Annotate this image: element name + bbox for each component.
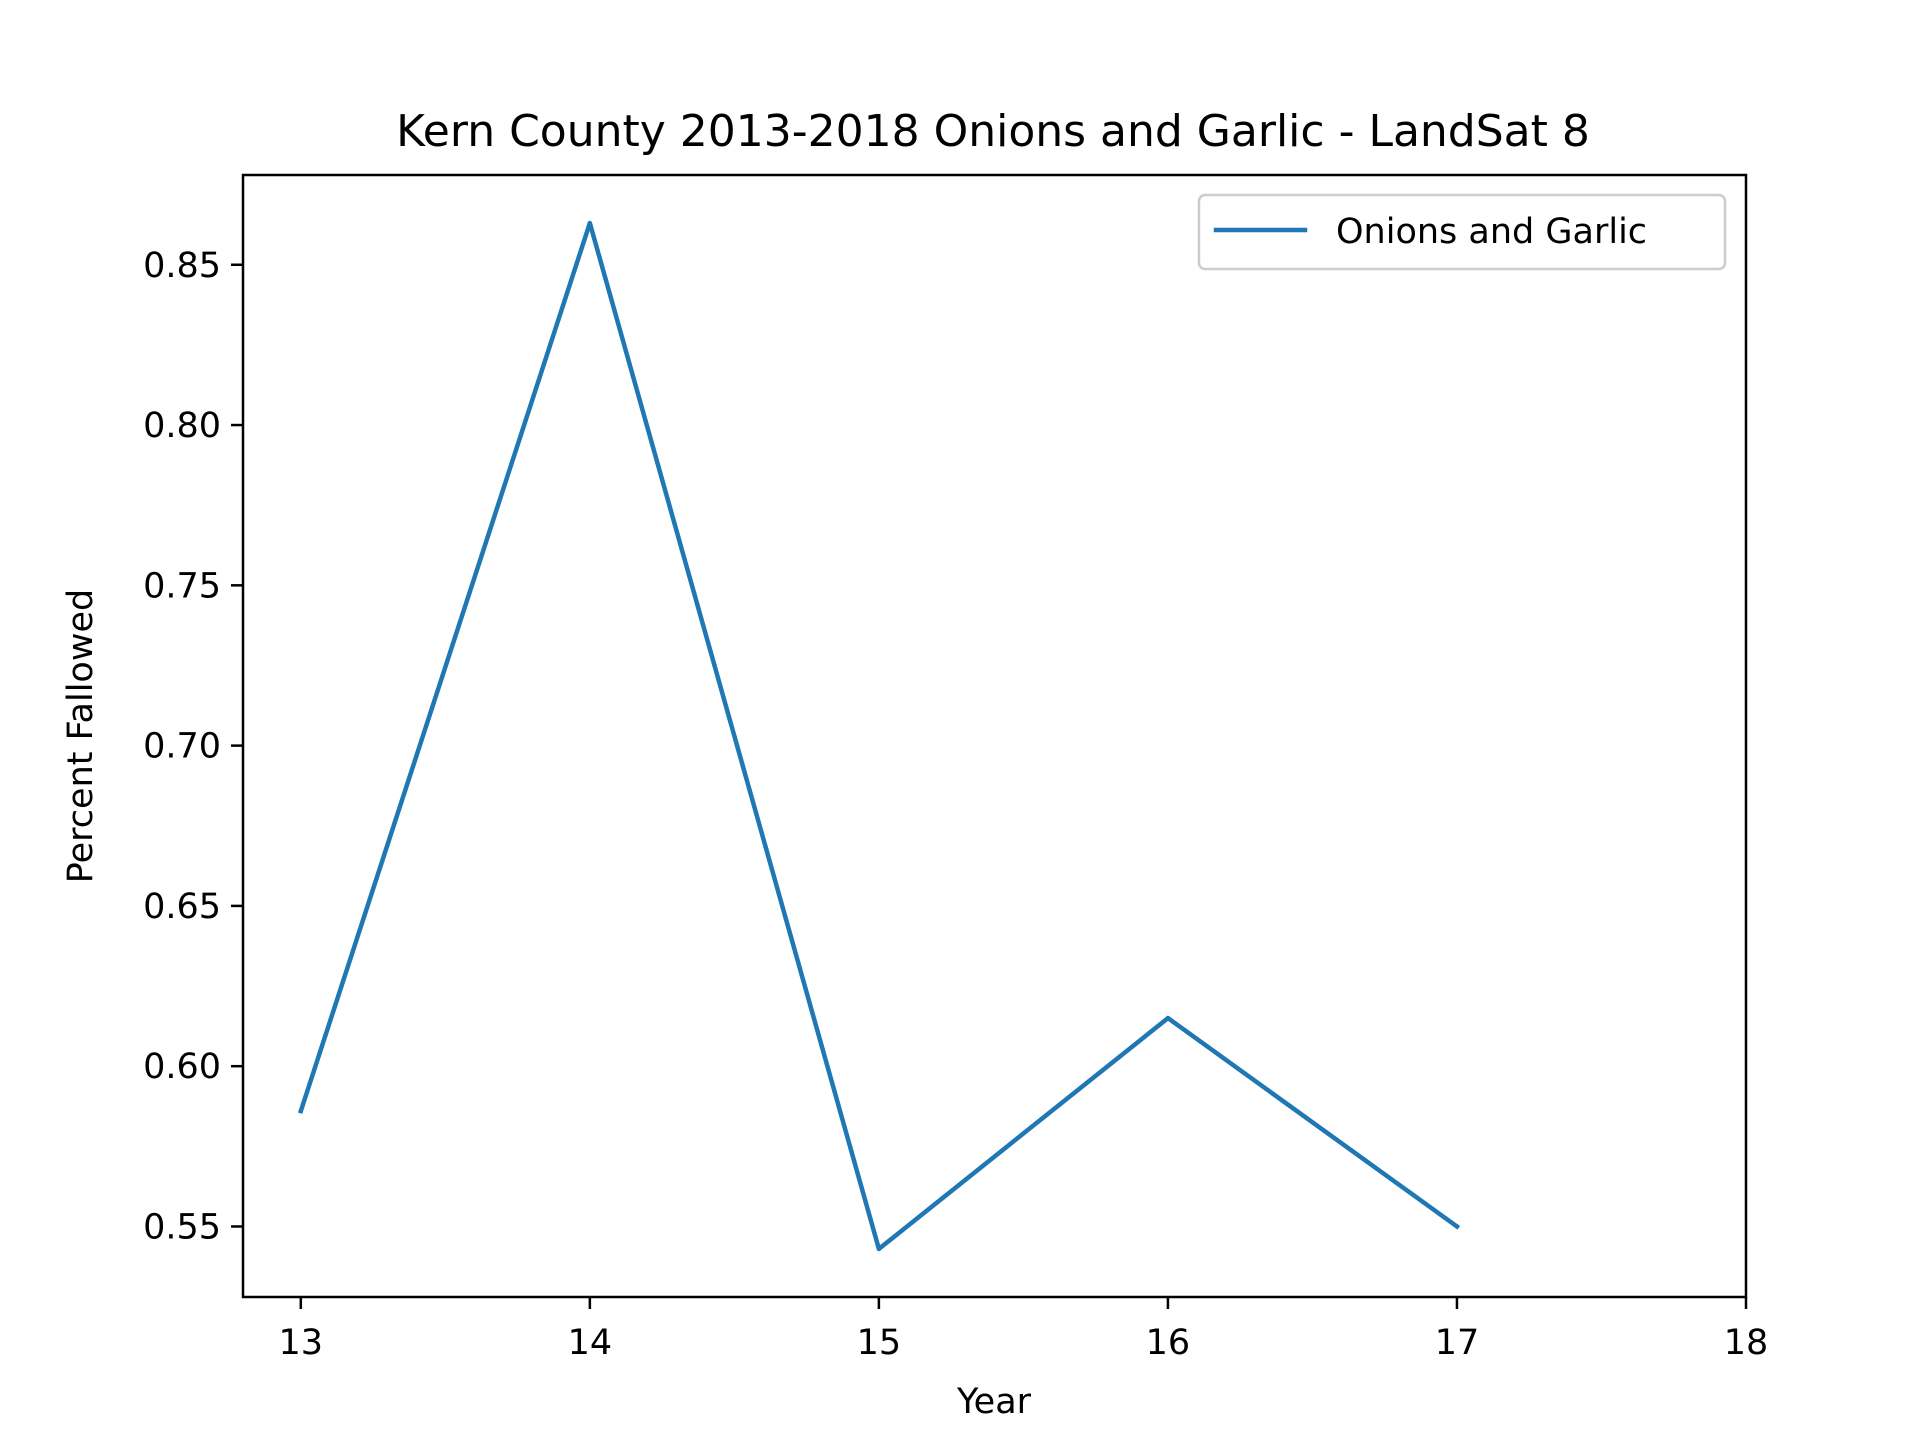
y-tick-label: 0.65 xyxy=(143,887,221,927)
x-tick-label: 17 xyxy=(1435,1323,1480,1363)
x-axis-label: Year xyxy=(956,1382,1032,1422)
y-tick-label: 0.55 xyxy=(143,1207,221,1247)
y-tick-label: 0.60 xyxy=(143,1047,221,1087)
x-tick-label: 18 xyxy=(1724,1323,1769,1363)
y-tick-label: 0.75 xyxy=(143,566,221,606)
legend: Onions and Garlic xyxy=(1197,193,1727,271)
legend-box xyxy=(1197,193,1727,271)
data-point xyxy=(587,220,593,226)
y-axis-ticks: 0.55 0.60 0.65 0.70 0.75 0.80 0.85 xyxy=(143,246,243,1247)
data-point xyxy=(298,1108,304,1114)
chart-title: Kern County 2013-2018 Onions and Garlic … xyxy=(396,106,1590,157)
x-tick-label: 13 xyxy=(279,1323,324,1363)
legend-label: Onions and Garlic xyxy=(1336,212,1647,252)
x-axis-ticks: 13 14 15 16 17 18 xyxy=(279,1297,1769,1363)
x-tick-label: 16 xyxy=(1146,1323,1191,1363)
x-tick-label: 15 xyxy=(857,1323,902,1363)
y-tick-label: 0.85 xyxy=(143,246,221,286)
plot-area-frame xyxy=(241,173,1748,1299)
data-point xyxy=(1454,1224,1460,1229)
y-tick-label: 0.80 xyxy=(143,406,221,446)
data-point xyxy=(1165,1015,1171,1021)
data-point xyxy=(876,1246,882,1252)
y-tick-label: 0.70 xyxy=(143,727,221,767)
y-axis-label: Percent Fallowed xyxy=(61,589,101,883)
x-tick-label: 14 xyxy=(568,1323,613,1363)
series-layer xyxy=(297,220,1461,1252)
